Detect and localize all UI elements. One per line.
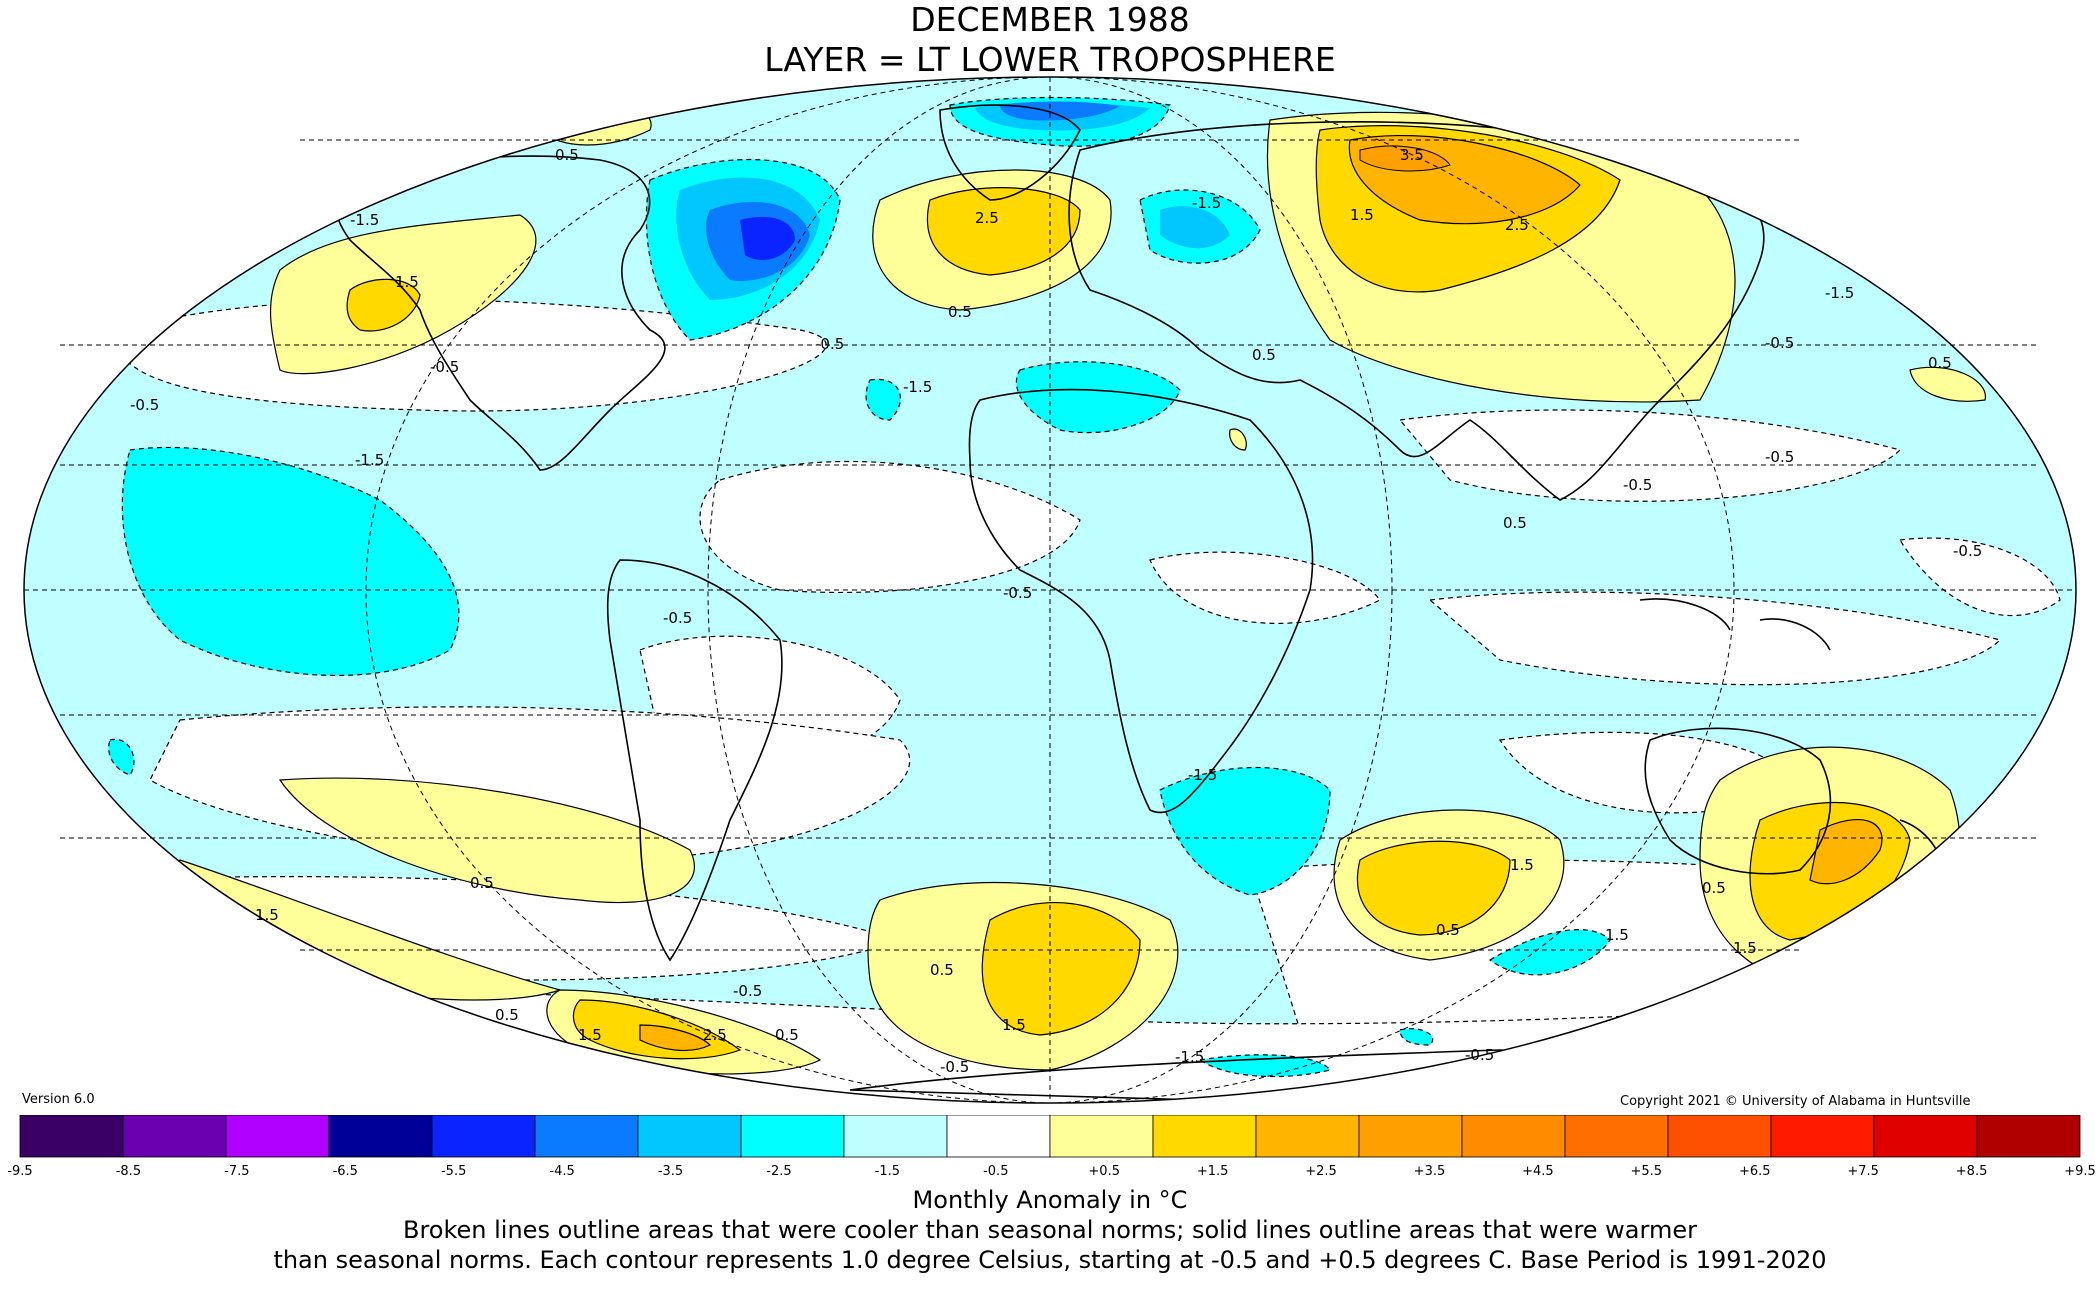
contour-label: 0.5	[930, 961, 954, 979]
contour-label: 0.5	[1702, 879, 1726, 897]
copyright-notice: Copyright 2021 © University of Alabama i…	[1620, 1094, 1971, 1109]
contour-label: -0.5	[430, 358, 459, 376]
contour-label: -0.5	[1765, 448, 1794, 466]
colorbar-cells	[19, 1115, 2081, 1158]
colorbar: -9.5 -8.5 -7.5 -6.5 -5.5 -4.5 -3.5 -2.5 -1.5 -0.5…	[7, 1115, 2096, 1179]
colorbar-tick-label: -8.5	[116, 1164, 141, 1179]
contour-label: 3.5	[1400, 146, 1424, 164]
colorbar-cell	[637, 1115, 742, 1158]
colorbar-tick-label: +4.5	[1522, 1164, 1554, 1179]
contour-label: -1.5	[903, 378, 932, 396]
contour-label: -1.5	[1175, 1048, 1204, 1066]
colorbar-cell	[225, 1115, 330, 1158]
colorbar-cell	[534, 1115, 639, 1158]
contour-label: 0.5	[775, 1026, 799, 1044]
colorbar-cell	[843, 1115, 948, 1158]
colorbar-tick-label: -6.5	[333, 1164, 358, 1179]
colorbar-tick-label: +3.5	[1414, 1164, 1446, 1179]
colorbar-cell	[122, 1115, 227, 1158]
contour-label: 0.5	[948, 303, 972, 321]
colorbar-tick-label: -5.5	[441, 1164, 466, 1179]
colorbar-cell	[1873, 1115, 1978, 1158]
colorbar-cell	[1461, 1115, 1566, 1158]
contour-label: -1.5	[355, 451, 384, 469]
coldest-zone	[740, 216, 795, 260]
contour-label: -0.5	[733, 982, 762, 1000]
contour-label: -0.5	[1953, 542, 1982, 560]
contour-label: -1.5	[1192, 194, 1221, 212]
contour-label: 1.5	[1733, 939, 1757, 957]
contour-label: 0.5	[1252, 346, 1276, 364]
contour-label: 0.5	[470, 874, 494, 892]
colorbar-tick-label: -2.5	[766, 1164, 791, 1179]
contour-label: 0.5	[555, 146, 579, 164]
colorbar-tick-label: -3.5	[658, 1164, 683, 1179]
contour-label: 2.5	[1505, 216, 1529, 234]
colorbar-tick-label: +6.5	[1739, 1164, 1771, 1179]
colorbar-cell	[1255, 1115, 1360, 1158]
contour-label: 0.5	[1928, 354, 1952, 372]
contour-label: 1.5	[255, 906, 279, 924]
colorbar-tick-label: +9.5	[2064, 1164, 2096, 1179]
map-subtitle: LAYER = LT LOWER TROPOSPHERE	[764, 40, 1336, 79]
colorbar-tick-label: +0.5	[1088, 1164, 1120, 1179]
colorbar-cell	[19, 1115, 124, 1158]
caption-line-2: than seasonal norms. Each contour repres…	[273, 1246, 1827, 1274]
contour-labels: 2.5 3.5 2.5 1.5 -1.5 -1.5 0.5 -0.5 -0.5 …	[130, 146, 1982, 1076]
colorbar-tick-label: -9.5	[7, 1164, 32, 1179]
colorbar-cell	[1667, 1115, 1772, 1158]
contour-label: -1.5	[1188, 766, 1217, 784]
hottest-zone	[1359, 145, 1451, 172]
colorbar-unit-label: Monthly Anomaly in °C	[912, 1186, 1188, 1214]
contour-label: 1.5	[1605, 926, 1629, 944]
contour-label: 2.5	[975, 209, 999, 227]
colorbar-cell	[1358, 1115, 1463, 1158]
contour-label: -0.5	[1003, 584, 1032, 602]
contour-label: 0.5	[495, 1006, 519, 1024]
contour-label: -0.5	[1623, 476, 1652, 494]
contour-label: 0.5	[1436, 921, 1460, 939]
contour-label: -0.5	[130, 396, 159, 414]
contour-label: 1.5	[578, 1026, 602, 1044]
colorbar-tick-label: +7.5	[1847, 1164, 1879, 1179]
colorbar-cell	[1152, 1115, 1257, 1158]
colorbar-tick-label: -7.5	[224, 1164, 249, 1179]
contour-label: -1.5	[1825, 284, 1854, 302]
contour-label: -0.5	[663, 609, 692, 627]
colorbar-tick-label: -4.5	[549, 1164, 574, 1179]
contour-label: 2.5	[703, 1026, 727, 1044]
colorbar-tick-label: -0.5	[983, 1164, 1008, 1179]
map-title: DECEMBER 1988	[910, 0, 1190, 39]
colorbar-cell	[1976, 1115, 2081, 1158]
colorbar-cell	[328, 1115, 433, 1158]
contour-label: 1.5	[1002, 1016, 1026, 1034]
contour-label: 0.5	[1503, 514, 1527, 532]
contour-label: -0.5	[940, 1058, 969, 1076]
colorbar-cell	[431, 1115, 536, 1158]
contour-label: -1.5	[350, 211, 379, 229]
colorbar-tick-label: +1.5	[1197, 1164, 1229, 1179]
caption-line-1: Broken lines outline areas that were coo…	[403, 1216, 1697, 1244]
contour-label: -0.5	[1465, 1046, 1494, 1064]
colorbar-cell	[740, 1115, 845, 1158]
contour-label: 1.5	[395, 273, 419, 291]
colorbar-cell	[1770, 1115, 1875, 1158]
colorbar-ticks: -9.5 -8.5 -7.5 -6.5 -5.5 -4.5 -3.5 -2.5 -1.5 -0.5…	[7, 1164, 2095, 1179]
colorbar-cell	[1049, 1115, 1154, 1158]
version-label: Version 6.0	[22, 1092, 95, 1107]
colorbar-tick-label: -1.5	[875, 1164, 900, 1179]
colorbar-tick-label: +8.5	[1956, 1164, 1988, 1179]
contour-label: -0.5	[815, 335, 844, 353]
colorbar-tick-label: +2.5	[1305, 1164, 1337, 1179]
colorbar-tick-label: +5.5	[1631, 1164, 1663, 1179]
colorbar-cell	[1564, 1115, 1669, 1158]
globe-outline	[23, 76, 2077, 1104]
colorbar-cell	[946, 1115, 1051, 1158]
contour-label: 1.5	[1510, 856, 1534, 874]
contour-label: -0.5	[1765, 334, 1794, 352]
contour-label: 1.5	[1350, 206, 1374, 224]
